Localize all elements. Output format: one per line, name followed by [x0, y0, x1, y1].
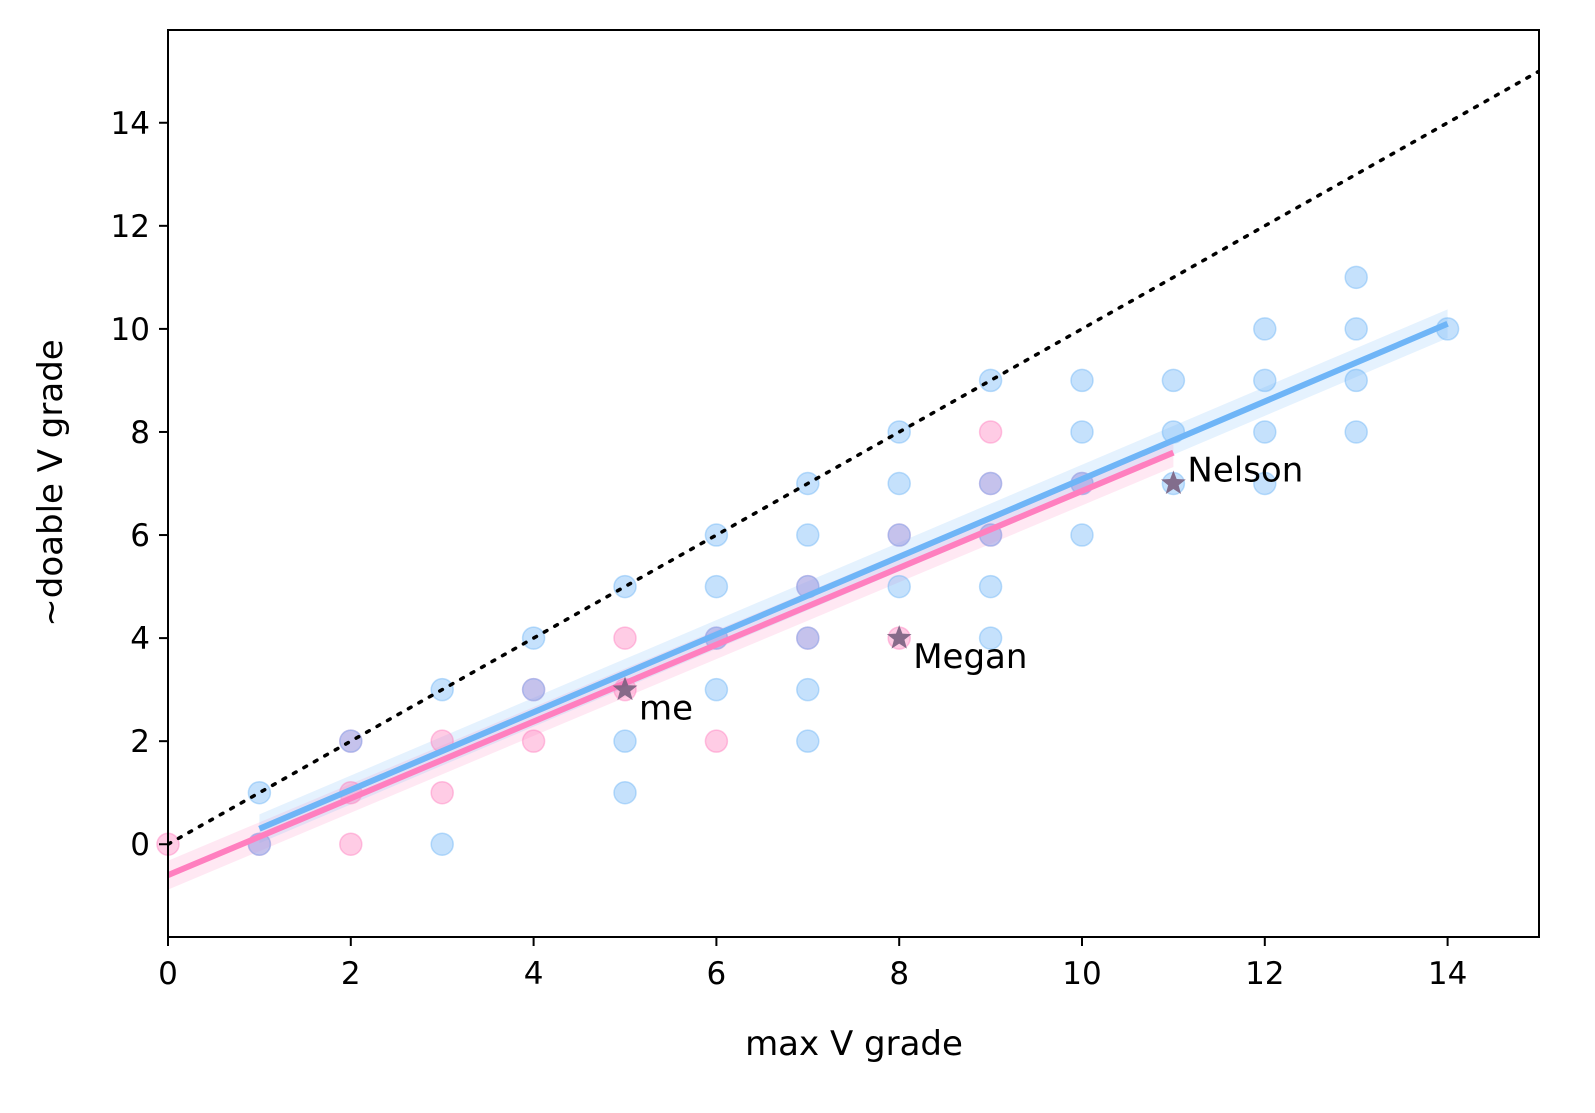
x-tick-label-8: 8 [889, 956, 909, 992]
x-tick-label-6: 6 [707, 956, 727, 992]
y-tick-label-10: 10 [111, 312, 150, 348]
regression-line-blue [258, 320, 1449, 832]
annotation-label-1: Megan [913, 637, 1027, 677]
y-tick-label-8: 8 [130, 415, 150, 451]
data-point-pink-19 [978, 420, 1003, 444]
data-point-blue-40 [1344, 420, 1368, 444]
data-point-blue-28 [978, 368, 1003, 393]
data-point-blue-3 [430, 832, 454, 856]
star-marker-2 [1161, 470, 1186, 495]
x-tick-label-0: 0 [158, 956, 178, 992]
data-point-blue-39 [1253, 317, 1277, 341]
data-point-pink-16 [887, 523, 911, 547]
data-point-pink-5 [430, 780, 454, 805]
data-point-blue-15 [796, 677, 820, 702]
x-tick-label-10: 10 [1062, 956, 1101, 992]
data-point-blue-21 [887, 523, 911, 547]
data-point-blue-43 [1344, 265, 1368, 290]
plot-frame [167, 29, 1540, 938]
star-marker-0 [612, 676, 638, 701]
data-point-blue-8 [613, 729, 637, 753]
data-point-blue-42 [1344, 317, 1368, 341]
data-point-blue-25 [978, 574, 1003, 599]
data-point-blue-9 [613, 574, 637, 599]
x-axis-title: max V grade [745, 1024, 963, 1064]
data-point-pink-18 [978, 471, 1003, 496]
data-point-blue-1 [247, 780, 272, 805]
trend-lines [168, 69, 1539, 878]
y-tick-label-2: 2 [130, 724, 150, 760]
star-marker-1 [886, 625, 912, 649]
x-tick-label-14: 14 [1428, 956, 1467, 992]
x-tick-label-12: 12 [1245, 956, 1284, 992]
data-point-blue-5 [521, 677, 546, 702]
data-point-pink-11 [704, 729, 729, 753]
data-point-pink-2 [339, 832, 363, 856]
data-point-pink-7 [521, 729, 546, 753]
data-points [156, 265, 1460, 856]
data-point-blue-14 [796, 729, 820, 753]
data-point-blue-22 [887, 471, 911, 496]
x-tick-label-4: 4 [524, 956, 544, 992]
data-point-blue-36 [1253, 471, 1277, 496]
data-point-blue-20 [887, 574, 911, 599]
data-point-blue-24 [978, 626, 1003, 650]
data-point-pink-13 [796, 626, 820, 650]
y-tick-label-14: 14 [111, 106, 150, 142]
data-point-blue-29 [1070, 523, 1094, 547]
data-point-blue-37 [1253, 420, 1277, 444]
data-point-blue-32 [1070, 368, 1094, 393]
data-point-pink-4 [339, 729, 363, 753]
data-point-pink-10 [613, 626, 637, 650]
data-point-blue-7 [613, 780, 637, 805]
regression-line-pink [168, 449, 1175, 878]
data-point-blue-41 [1344, 368, 1368, 393]
data-point-pink-8 [521, 677, 546, 702]
data-point-blue-16 [796, 626, 820, 650]
data-point-blue-18 [796, 523, 820, 547]
confidence-bands [168, 309, 1448, 890]
data-point-blue-27 [978, 471, 1003, 496]
annotation-markers: me Megan Nelson [612, 451, 1303, 729]
y-tick-label-4: 4 [130, 621, 150, 657]
y-axis-title: ~doable V grade [31, 339, 71, 626]
data-point-blue-31 [1070, 420, 1094, 444]
y-tick-label-0: 0 [130, 827, 150, 863]
y-tick-label-6: 6 [130, 518, 150, 554]
data-point-blue-35 [1161, 368, 1186, 393]
data-point-blue-38 [1253, 368, 1277, 393]
axes: 0 2 4 6 8 10 12 14 0 2 4 6 8 10 12 14 [111, 29, 1540, 992]
data-point-blue-13 [704, 523, 729, 547]
x-tick-label-2: 2 [341, 956, 361, 992]
annotation-label-2: Nelson [1187, 451, 1303, 491]
identity-line [168, 69, 1539, 846]
data-point-blue-2 [339, 729, 363, 753]
y-tick-label-12: 12 [111, 209, 150, 245]
data-point-blue-12 [704, 574, 729, 599]
annotation-label-0: me [639, 689, 693, 729]
data-point-blue-10 [704, 677, 729, 702]
